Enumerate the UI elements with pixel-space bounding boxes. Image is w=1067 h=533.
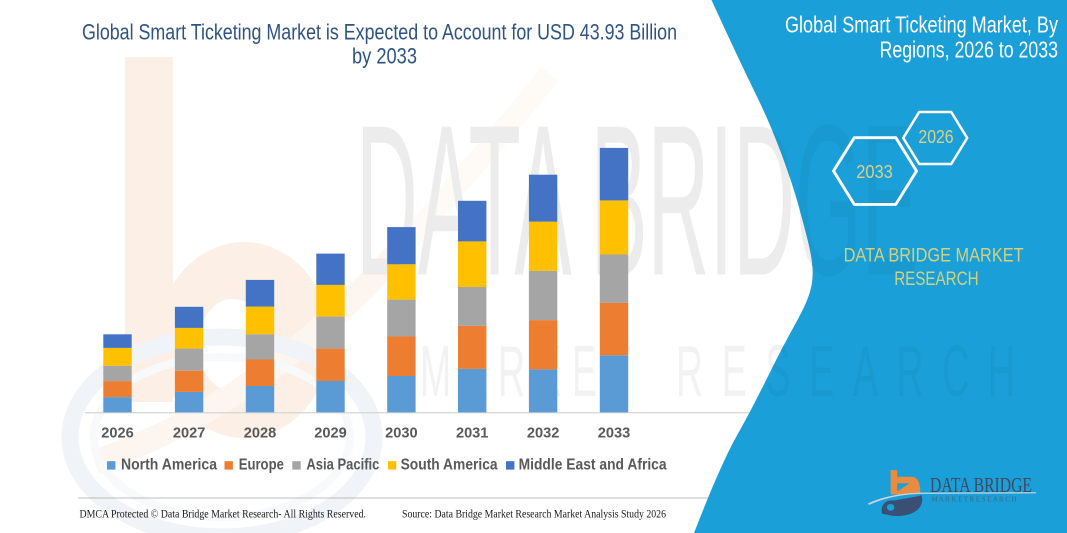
svg-text:2028: 2028 bbox=[244, 425, 276, 441]
svg-text:Middle East and Africa: Middle East and Africa bbox=[519, 456, 667, 473]
svg-text:MARKET: MARKET bbox=[420, 332, 642, 412]
svg-text:2026: 2026 bbox=[918, 126, 953, 147]
svg-text:2030: 2030 bbox=[385, 425, 417, 441]
svg-text:DATA BRIDGE MARKET: DATA BRIDGE MARKET bbox=[844, 245, 1024, 267]
svg-text:DATA BRIDGE: DATA BRIDGE bbox=[930, 473, 1032, 497]
svg-text:Asia Pacific: Asia Pacific bbox=[306, 456, 379, 473]
svg-text:2029: 2029 bbox=[314, 425, 346, 441]
svg-text:2033: 2033 bbox=[856, 161, 893, 182]
svg-text:2026: 2026 bbox=[101, 425, 133, 441]
svg-text:2031: 2031 bbox=[456, 425, 488, 441]
svg-text:Europe: Europe bbox=[239, 456, 284, 473]
svg-text:M A R K E T R E S E A R C H: M A R K E T R E S E A R C H bbox=[932, 497, 1017, 504]
svg-text:North America: North America bbox=[121, 456, 217, 473]
svg-text:Regions, 2026 to 2033: Regions, 2026 to 2033 bbox=[880, 37, 1058, 63]
svg-text:South America: South America bbox=[401, 456, 498, 473]
svg-text:Global Smart Ticketing Market: Global Smart Ticketing Market is Expecte… bbox=[82, 19, 677, 44]
svg-text:2032: 2032 bbox=[527, 425, 559, 441]
svg-text:RESEARCH: RESEARCH bbox=[894, 268, 978, 290]
svg-text:2027: 2027 bbox=[173, 425, 205, 441]
svg-text:Global Smart Ticketing Market,: Global Smart Ticketing Market, By bbox=[785, 11, 1058, 37]
svg-text:by 2033: by 2033 bbox=[352, 43, 417, 68]
svg-text:DMCA Protected © Data Bridge M: DMCA Protected © Data Bridge Market Rese… bbox=[80, 508, 367, 521]
svg-text:2033: 2033 bbox=[598, 425, 630, 441]
svg-text:Source: Data Bridge Market Res: Source: Data Bridge Market Research Mark… bbox=[402, 508, 666, 521]
